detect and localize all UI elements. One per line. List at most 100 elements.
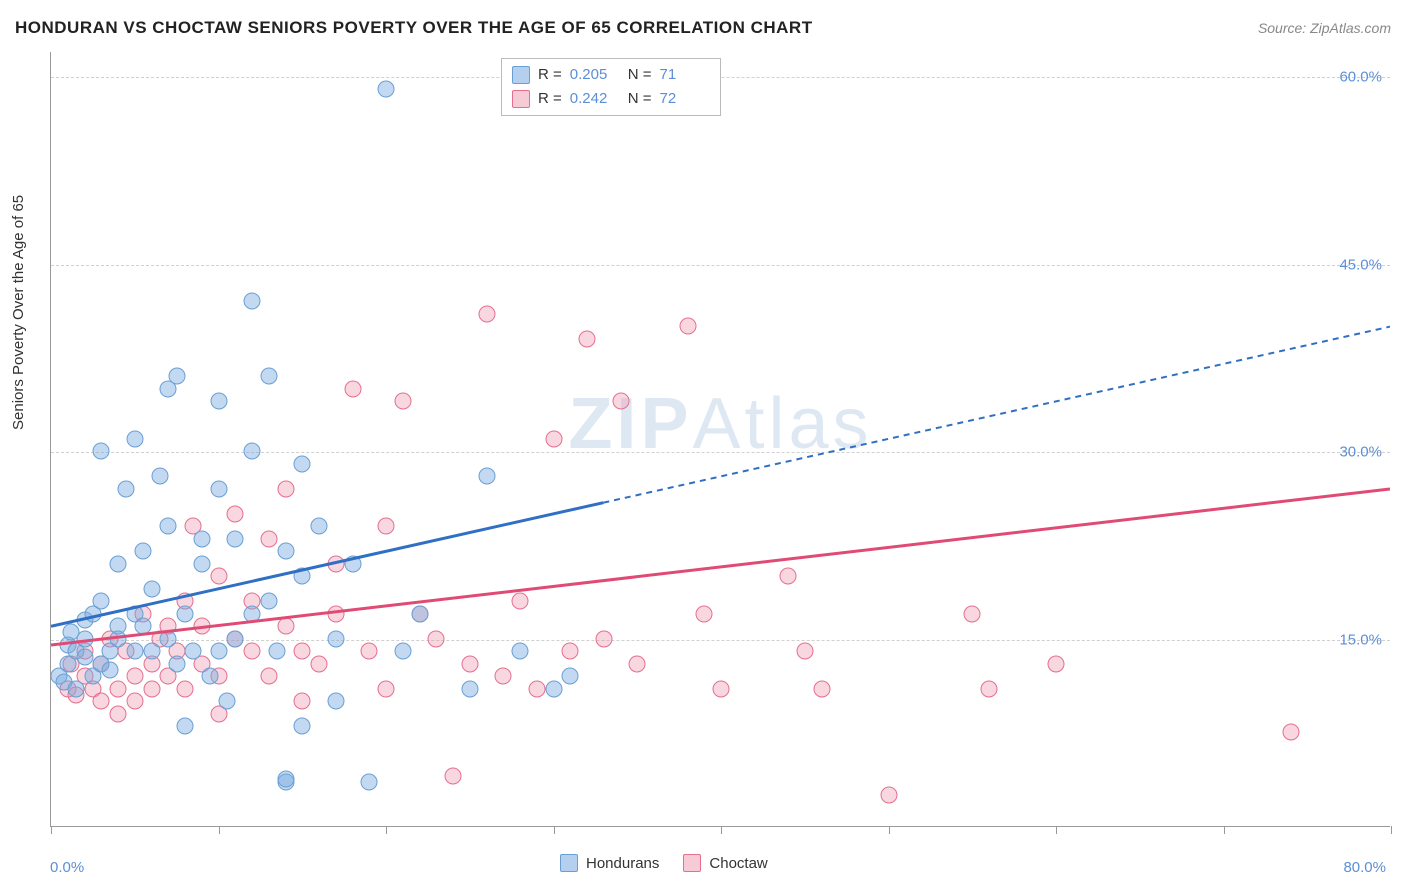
scatter-point — [311, 518, 328, 535]
scatter-point — [76, 649, 93, 666]
scatter-point — [277, 770, 294, 787]
n-value: 71 — [660, 63, 710, 87]
scatter-point — [579, 330, 596, 347]
scatter-point — [76, 630, 93, 647]
x-tick — [721, 826, 722, 834]
legend-stats-row: R = 0.205 N = 71 — [512, 63, 710, 87]
x-tick — [219, 826, 220, 834]
scatter-point — [512, 643, 529, 660]
scatter-point — [344, 555, 361, 572]
scatter-point — [327, 555, 344, 572]
trend-line-dashed — [603, 327, 1390, 503]
scatter-point — [378, 680, 395, 697]
scatter-point — [93, 593, 110, 610]
scatter-point — [210, 480, 227, 497]
legend-label: Choctaw — [709, 855, 767, 872]
scatter-point — [478, 468, 495, 485]
scatter-point — [294, 643, 311, 660]
scatter-point — [294, 693, 311, 710]
scatter-point — [260, 368, 277, 385]
scatter-point — [461, 655, 478, 672]
scatter-point — [218, 693, 235, 710]
legend-stats-row: R = 0.242 N = 72 — [512, 87, 710, 111]
scatter-point — [813, 680, 830, 697]
scatter-point — [93, 443, 110, 460]
chart-source: Source: ZipAtlas.com — [1258, 20, 1391, 36]
scatter-point — [143, 680, 160, 697]
x-tick — [554, 826, 555, 834]
scatter-point — [428, 630, 445, 647]
r-label: R = — [538, 63, 562, 87]
swatch-blue-icon — [560, 854, 578, 872]
scatter-point — [143, 643, 160, 660]
scatter-point — [168, 368, 185, 385]
y-axis-label: Seniors Poverty Over the Age of 65 — [10, 195, 27, 430]
scatter-point — [277, 618, 294, 635]
scatter-point — [177, 718, 194, 735]
scatter-point — [294, 455, 311, 472]
swatch-pink-icon — [512, 90, 530, 108]
scatter-point — [445, 768, 462, 785]
scatter-point — [294, 568, 311, 585]
scatter-point — [143, 580, 160, 597]
scatter-point — [796, 643, 813, 660]
scatter-point — [135, 543, 152, 560]
scatter-point — [277, 480, 294, 497]
scatter-point — [478, 305, 495, 322]
scatter-point — [394, 393, 411, 410]
r-label: R = — [538, 87, 562, 111]
scatter-point — [260, 668, 277, 685]
scatter-point — [294, 718, 311, 735]
scatter-point — [110, 705, 127, 722]
scatter-point — [545, 680, 562, 697]
scatter-point — [612, 393, 629, 410]
scatter-point — [227, 505, 244, 522]
scatter-point — [135, 618, 152, 635]
scatter-point — [177, 605, 194, 622]
r-value: 0.242 — [570, 87, 620, 111]
scatter-point — [361, 643, 378, 660]
scatter-point — [210, 643, 227, 660]
r-value: 0.205 — [570, 63, 620, 87]
x-tick — [1224, 826, 1225, 834]
scatter-point — [168, 655, 185, 672]
scatter-point — [964, 605, 981, 622]
scatter-point — [562, 643, 579, 660]
scatter-point — [244, 293, 261, 310]
scatter-point — [411, 605, 428, 622]
scatter-point — [512, 593, 529, 610]
legend-label: Hondurans — [586, 855, 659, 872]
scatter-point — [545, 430, 562, 447]
x-tick-label-min: 0.0% — [50, 859, 84, 876]
scatter-point — [244, 643, 261, 660]
scatter-point — [244, 443, 261, 460]
scatter-point — [210, 568, 227, 585]
x-tick-label-max: 80.0% — [1343, 859, 1386, 876]
scatter-point — [193, 555, 210, 572]
scatter-point — [880, 786, 897, 803]
scatter-point — [68, 680, 85, 697]
scatter-point — [160, 518, 177, 535]
n-label: N = — [628, 63, 652, 87]
scatter-point — [227, 530, 244, 547]
scatter-point — [227, 630, 244, 647]
scatter-point — [311, 655, 328, 672]
scatter-point — [528, 680, 545, 697]
chart-header: HONDURAN VS CHOCTAW SENIORS POVERTY OVER… — [15, 18, 1391, 38]
legend-item-hondurans: Hondurans — [560, 854, 659, 872]
x-tick — [1056, 826, 1057, 834]
n-value: 72 — [660, 87, 710, 111]
scatter-point — [193, 618, 210, 635]
scatter-point — [177, 680, 194, 697]
scatter-point — [595, 630, 612, 647]
scatter-point — [713, 680, 730, 697]
scatter-point — [327, 605, 344, 622]
legend-stats-box: R = 0.205 N = 71 R = 0.242 N = 72 — [501, 58, 721, 116]
scatter-point — [185, 643, 202, 660]
source-name: ZipAtlas.com — [1310, 20, 1391, 36]
scatter-point — [244, 605, 261, 622]
legend-item-choctaw: Choctaw — [683, 854, 767, 872]
scatter-point — [780, 568, 797, 585]
scatter-point — [1282, 724, 1299, 741]
y-tick-label: 15.0% — [1339, 631, 1382, 648]
